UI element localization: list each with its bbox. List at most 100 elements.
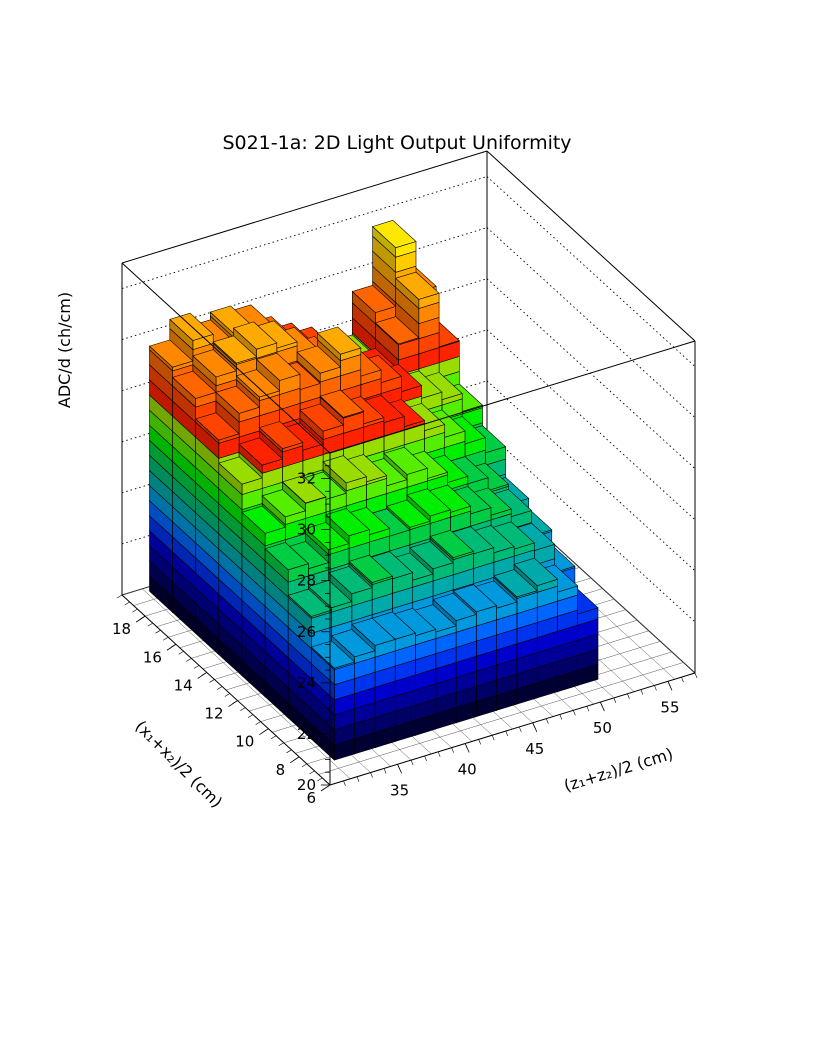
y-minor-tick <box>116 594 123 599</box>
y-minor-tick <box>232 700 238 704</box>
x-minor-tick <box>600 701 603 708</box>
bar-top <box>493 569 538 598</box>
y-minor-tick <box>155 629 161 634</box>
bar-top <box>195 412 240 441</box>
bar-top <box>299 403 344 432</box>
bar-top <box>383 446 428 475</box>
x-minor-tick <box>397 764 400 770</box>
bar-top <box>305 522 350 551</box>
x-axis-label: (z₁+z₂)/2 (cm) <box>562 744 676 795</box>
bar-top <box>212 335 258 364</box>
axis-ticks: 20 22 24 26 28 30 32 35 40 45 50 55 6 8 10 12 14 16 18 <box>112 452 698 807</box>
y-minor-tick <box>270 735 277 739</box>
bar-top <box>148 339 194 368</box>
chart-title: S021-1a: 2D Light Output Uniformity <box>222 132 571 154</box>
bar-top <box>256 352 301 381</box>
x-minor-tick <box>681 677 684 683</box>
x-minor-tick <box>640 689 644 695</box>
wall-edge <box>121 150 488 264</box>
bar-top <box>238 437 284 466</box>
x-minor-tick <box>478 739 481 745</box>
wall-edge <box>486 150 696 342</box>
y-minor-tick <box>294 756 300 761</box>
bar-top <box>374 316 420 345</box>
y-tick-label: 18 <box>112 620 131 638</box>
bar-top <box>235 369 281 398</box>
x-minor-tick <box>343 780 346 786</box>
x-minor-tick <box>667 681 671 687</box>
bar-top <box>386 499 431 528</box>
x-minor-tick <box>356 776 360 782</box>
x-minor-tick <box>559 714 563 720</box>
x-minor-tick <box>491 735 495 741</box>
wall-gridline <box>121 176 488 289</box>
wall-gridline <box>486 227 696 418</box>
y-minor-tick <box>240 707 246 711</box>
bar-top <box>215 385 260 414</box>
bar-top <box>348 554 393 583</box>
bar-top <box>264 542 310 571</box>
bar-top <box>513 557 559 586</box>
y-minor-tick <box>186 658 192 662</box>
x-minor-tick <box>546 718 549 724</box>
y-tick-label: 12 <box>204 705 223 723</box>
x-minor-tick <box>573 710 576 716</box>
bars <box>148 219 599 761</box>
bar-top <box>310 640 356 669</box>
y-axis-label: (x₁+x₂)/2 (cm) <box>131 717 226 812</box>
x-tick-label: 40 <box>458 761 477 779</box>
x-minor-tick <box>613 697 617 704</box>
x-minor-tick <box>410 759 414 766</box>
y-minor-tick <box>301 763 308 768</box>
x-minor-tick <box>464 743 468 749</box>
bar-top <box>351 284 397 313</box>
bar-top <box>316 326 362 355</box>
z-tick-label: 20 <box>297 776 316 794</box>
wall-gridline <box>486 431 696 623</box>
bar-top <box>331 629 376 658</box>
bar-top <box>258 421 304 450</box>
z-tick-label: 30 <box>297 521 316 539</box>
wall-gridline <box>486 176 696 367</box>
x-minor-tick <box>518 726 522 733</box>
bar-top <box>351 617 396 646</box>
floor-gridline <box>318 662 684 775</box>
y-minor-tick <box>132 608 138 613</box>
y-minor-tick <box>209 679 215 683</box>
y-minor-tick <box>170 644 177 648</box>
bar-top <box>432 592 477 622</box>
y-tick <box>320 784 331 792</box>
y-minor-tick <box>263 728 269 732</box>
x-minor-tick <box>694 672 698 679</box>
y-minor-tick <box>286 749 292 754</box>
y-minor-tick <box>224 693 231 697</box>
x-minor-tick <box>532 722 536 728</box>
x-minor-tick <box>505 730 509 737</box>
bar-top <box>395 271 440 300</box>
y-tick-label: 16 <box>143 648 162 666</box>
z-tick-label: 22 <box>297 725 316 743</box>
y-minor-tick <box>124 601 130 606</box>
floor-edge <box>121 594 331 786</box>
y-minor-tick <box>193 665 200 669</box>
z-tick-label: 24 <box>297 674 316 692</box>
x-tick-label: 35 <box>390 781 409 799</box>
z-axis-label: ADC/d (ch/cm) <box>55 292 74 408</box>
y-minor-tick <box>309 770 315 775</box>
bar <box>310 640 356 761</box>
bar-top <box>322 455 368 484</box>
bar-top <box>281 475 327 504</box>
bar-top <box>287 588 333 617</box>
bar-top <box>218 456 263 485</box>
x-minor-tick <box>654 685 657 691</box>
wall-gridline <box>486 329 696 521</box>
bar-top <box>319 389 365 418</box>
frame-edge <box>121 262 331 454</box>
y-minor-tick <box>147 622 153 627</box>
z-tick-label: 28 <box>297 572 316 590</box>
y-minor-tick <box>216 686 223 690</box>
y-minor-tick <box>317 777 323 782</box>
y-minor-tick <box>247 714 254 718</box>
bar-top <box>325 508 370 537</box>
